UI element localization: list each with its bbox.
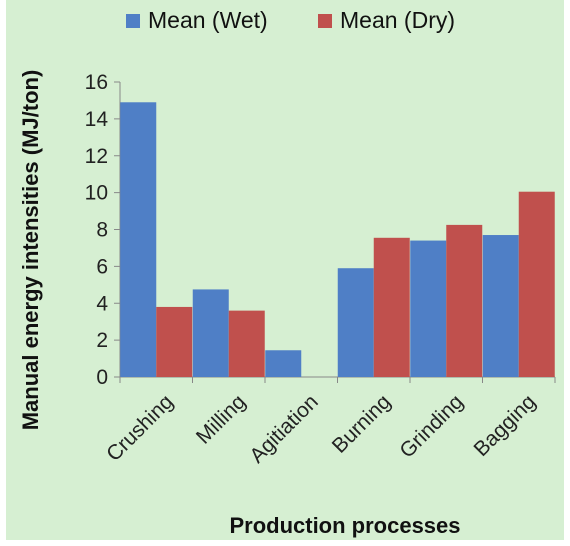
y-tick-label: 12 — [85, 145, 108, 168]
legend-label: Mean (Dry) — [340, 7, 455, 33]
y-tick-label: 8 — [96, 219, 108, 242]
legend-label: Mean (Wet) — [148, 7, 268, 33]
bar-wet-milling — [192, 289, 229, 377]
bar-dry-grinding — [446, 224, 483, 377]
legend: Mean (Wet) Mean (Dry) — [126, 7, 455, 33]
x-axis-title: Production processes — [229, 513, 460, 538]
y-tick-label: 4 — [96, 292, 108, 315]
bar-wet-crushing — [120, 102, 157, 377]
legend-swatch — [126, 14, 140, 28]
y-tick-label: 10 — [85, 182, 108, 205]
y-tick-label: 2 — [96, 329, 108, 352]
bar-wet-agitiation — [265, 350, 302, 377]
bar-dry-bagging — [518, 191, 555, 377]
y-tick-label: 14 — [85, 108, 109, 131]
bar-dry-milling — [228, 310, 265, 377]
bar-wet-grinding — [410, 240, 447, 377]
bar-dry-crushing — [156, 306, 193, 377]
bar-wet-burning — [337, 268, 374, 377]
bar-wet-bagging — [482, 235, 519, 377]
y-axis-title: Manual energy intensities (MJ/ton) — [18, 70, 43, 431]
legend-swatch — [318, 14, 332, 28]
y-tick-label: 0 — [96, 366, 108, 389]
bar-dry-burning — [373, 237, 410, 377]
y-tick-label: 6 — [96, 255, 108, 278]
y-tick-label: 16 — [85, 71, 108, 94]
